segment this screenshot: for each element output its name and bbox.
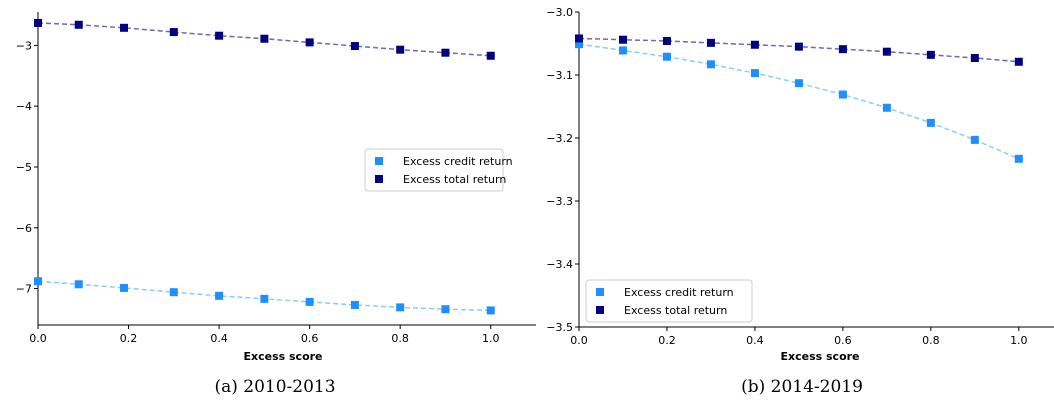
data-point-total-a: [350, 42, 359, 51]
data-point-credit-b: [838, 90, 847, 99]
data-point-credit-a: [350, 300, 359, 309]
chart-panel-b: (b) 2014-2019 Excess score 0.0 0.2 0.4 0.6 0…: [546, 6, 1054, 397]
data-point-credit-a: [215, 291, 224, 300]
caption-b: (b) 2014-2019: [741, 377, 863, 397]
data-point-credit-b: [662, 52, 671, 61]
legend-b: Excess credit return Excess total return: [585, 279, 753, 323]
y-tick-label-a: −3: [16, 39, 32, 52]
x-tick-label-a: 0.2: [120, 332, 138, 345]
data-point-credit-b: [926, 118, 935, 127]
caption-a: (a) 2010-2013: [214, 377, 335, 397]
data-point-credit-a: [169, 288, 178, 297]
data-point-total-a: [120, 23, 129, 32]
data-point-total-b: [1014, 57, 1023, 66]
x-tick-label-b: 0.8: [922, 334, 940, 347]
data-point-total-a: [260, 34, 269, 43]
y-tick-label-a: −4: [16, 100, 32, 113]
data-point-credit-a: [120, 283, 129, 292]
data-point-total-a: [215, 31, 224, 40]
data-point-total-b: [618, 35, 627, 44]
data-point-credit-a: [441, 305, 450, 314]
legend-label-total-a: Excess total return: [403, 173, 506, 186]
y-tick-label-b: −3.1: [546, 69, 573, 82]
data-point-total-b: [750, 40, 759, 49]
data-point-credit-b: [575, 40, 583, 49]
y-tick-label-b: −3.3: [546, 195, 573, 208]
y-tick-label-b: −3.0: [546, 6, 573, 19]
data-point-total-b: [706, 38, 715, 47]
x-axis-label-b: Excess score: [780, 350, 859, 363]
legend-box-a: [364, 148, 504, 192]
y-tick-label-a: −5: [16, 161, 32, 174]
data-point-credit-b: [882, 103, 891, 112]
data-point-total-b: [926, 50, 935, 59]
legend-label-total-b: Excess total return: [624, 304, 727, 317]
data-point-total-a: [74, 20, 83, 29]
chart-panel-a: (a) 2010-2013 Excess score 0.0 0.2 0.4 0.6 0…: [16, 12, 536, 397]
y-tick-label-b: −3.5: [546, 321, 573, 334]
data-point-credit-a: [396, 303, 405, 312]
y-tick-label-b: −3.4: [546, 258, 573, 271]
data-point-total-a: [396, 45, 405, 54]
x-axis-label-a: Excess score: [243, 350, 322, 363]
legend-marker-credit-a: [375, 157, 383, 165]
data-point-credit-a: [74, 280, 83, 289]
data-point-credit-b: [618, 46, 627, 55]
data-point-credit-b: [1014, 154, 1023, 163]
x-tick-label-b: 0.2: [658, 334, 676, 347]
data-point-total-b: [575, 34, 583, 43]
x-tick-label-b: 0.0: [570, 334, 588, 347]
series-line-credit-b: [578, 43, 1020, 160]
x-tick-label-b: 1.0: [1010, 334, 1028, 347]
legend-marker-total-b: [596, 306, 604, 314]
legend-box-b: [585, 279, 753, 323]
data-point-total-a: [305, 38, 314, 47]
data-point-total-a: [486, 51, 495, 60]
data-point-total-b: [970, 53, 979, 62]
x-tick-label-a: 0.0: [29, 332, 47, 345]
data-point-credit-a: [486, 306, 495, 315]
data-point-credit-a: [34, 277, 42, 286]
legend-marker-credit-b: [596, 288, 604, 296]
data-point-total-a: [34, 18, 42, 27]
legend-a: Excess credit return Excess total return: [364, 148, 513, 192]
x-tick-label-a: 0.6: [301, 332, 319, 345]
y-tick-label-b: −3.2: [546, 132, 573, 145]
x-tick-label-b: 0.4: [746, 334, 764, 347]
y-tick-label-a: −6: [16, 222, 32, 235]
x-tick-label-a: 1.0: [482, 332, 500, 345]
legend-marker-total-a: [375, 175, 383, 183]
data-point-total-b: [794, 42, 803, 51]
y-tick-label-a: −7: [16, 283, 32, 296]
data-point-credit-a: [305, 297, 314, 306]
legend-label-credit-b: Excess credit return: [624, 286, 734, 299]
data-point-total-a: [169, 28, 178, 37]
data-point-total-b: [838, 45, 847, 54]
data-point-credit-b: [706, 60, 715, 69]
data-point-credit-a: [260, 294, 269, 303]
data-point-credit-b: [794, 79, 803, 88]
data-point-total-a: [441, 48, 450, 57]
x-tick-label-a: 0.8: [391, 332, 409, 345]
data-point-credit-b: [750, 69, 759, 78]
legend-label-credit-a: Excess credit return: [403, 155, 513, 168]
data-point-total-b: [662, 36, 671, 45]
x-tick-label-b: 0.6: [834, 334, 852, 347]
data-point-total-b: [882, 47, 891, 56]
data-point-credit-b: [970, 135, 979, 144]
x-tick-label-a: 0.4: [210, 332, 228, 345]
